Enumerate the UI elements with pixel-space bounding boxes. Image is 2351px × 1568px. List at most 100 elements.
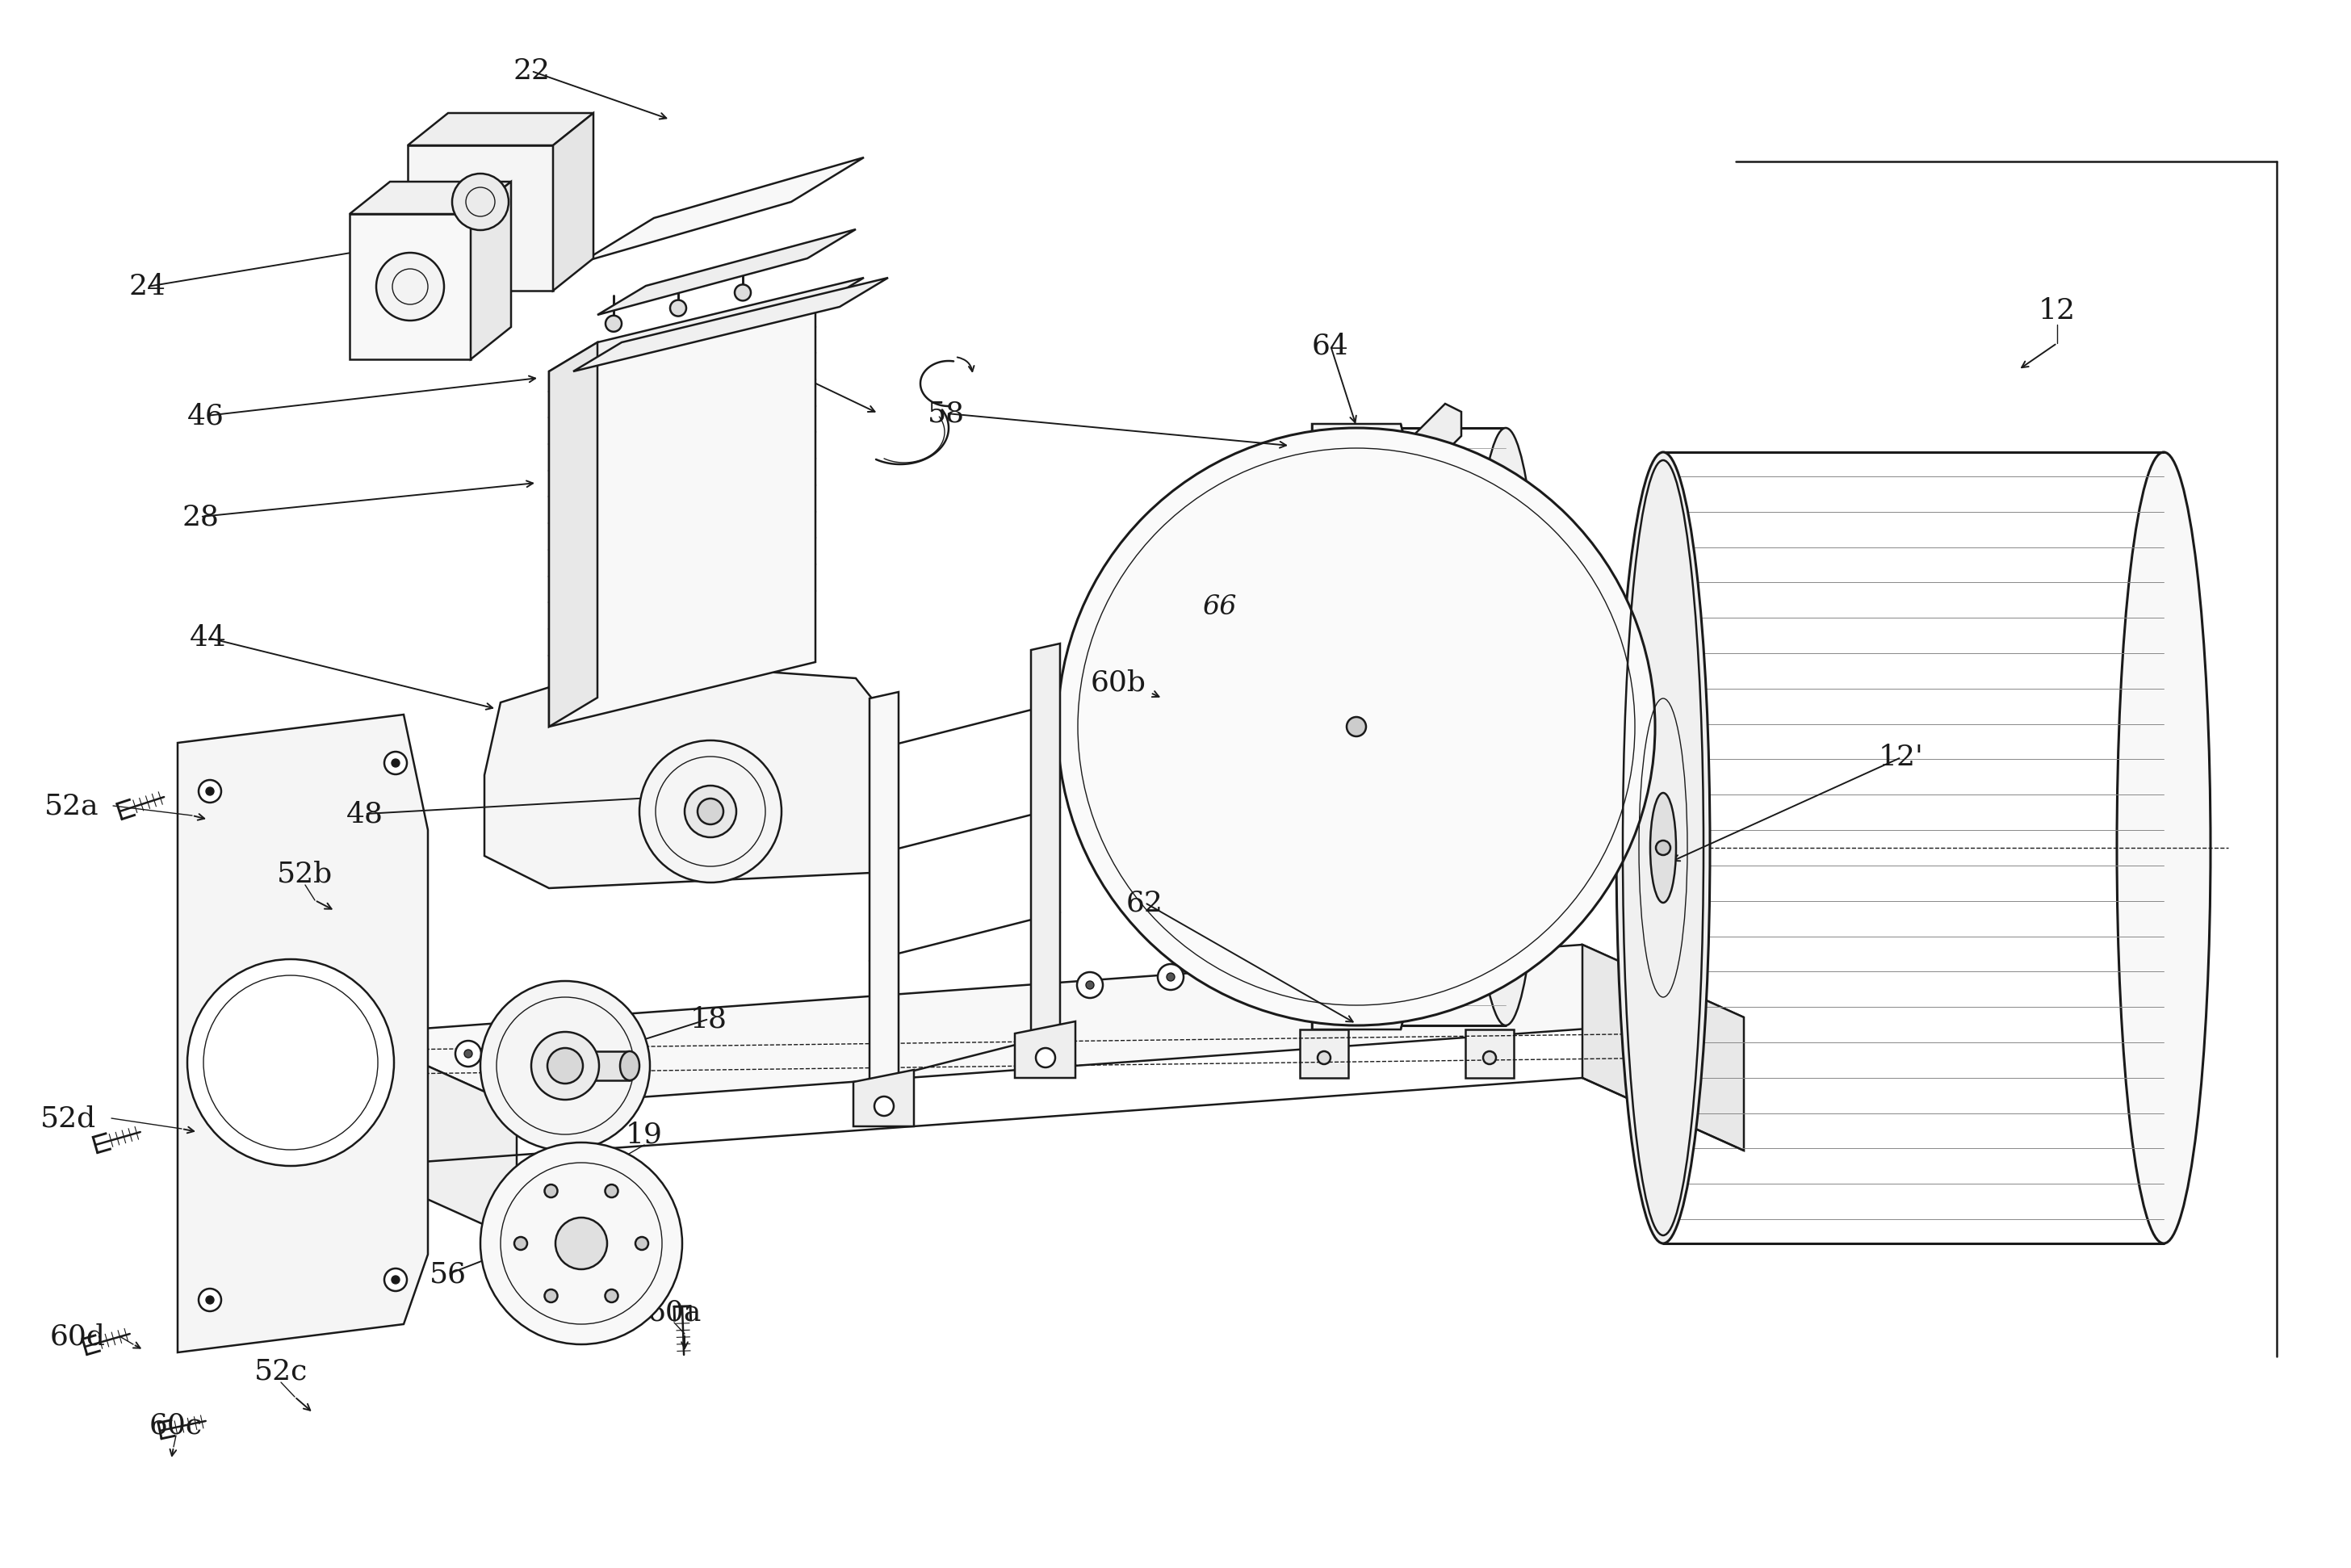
Circle shape — [639, 740, 781, 883]
Text: 28: 28 — [181, 503, 219, 530]
Polygon shape — [355, 944, 1744, 1105]
Ellipse shape — [2116, 452, 2210, 1243]
Polygon shape — [1582, 944, 1744, 1151]
Polygon shape — [550, 342, 597, 726]
Ellipse shape — [1650, 793, 1676, 903]
Polygon shape — [355, 1033, 517, 1239]
Polygon shape — [350, 182, 510, 213]
Text: 64: 64 — [1312, 332, 1349, 359]
Circle shape — [451, 174, 508, 230]
Circle shape — [207, 787, 214, 795]
Text: 22: 22 — [513, 58, 550, 85]
Ellipse shape — [1469, 428, 1542, 1025]
Polygon shape — [470, 182, 510, 359]
Circle shape — [1058, 428, 1655, 1025]
Circle shape — [604, 1289, 618, 1303]
Circle shape — [536, 1033, 562, 1058]
Circle shape — [670, 299, 686, 317]
Circle shape — [1077, 972, 1103, 997]
Polygon shape — [1300, 1030, 1347, 1077]
Circle shape — [875, 1096, 893, 1116]
Text: 66: 66 — [1201, 594, 1237, 619]
Circle shape — [684, 786, 736, 837]
Circle shape — [456, 1041, 482, 1066]
Circle shape — [207, 1295, 214, 1305]
Circle shape — [393, 1276, 400, 1284]
Ellipse shape — [621, 1051, 639, 1080]
Circle shape — [393, 759, 400, 767]
Polygon shape — [853, 1069, 915, 1126]
Circle shape — [463, 1049, 473, 1058]
Circle shape — [515, 1237, 527, 1250]
Polygon shape — [581, 157, 863, 262]
Polygon shape — [870, 691, 898, 1088]
Polygon shape — [179, 715, 428, 1353]
Polygon shape — [574, 278, 889, 372]
Polygon shape — [484, 662, 889, 887]
Circle shape — [1041, 784, 1058, 798]
Text: 19: 19 — [625, 1121, 663, 1148]
Text: 12': 12' — [1878, 743, 1923, 771]
Circle shape — [1041, 655, 1058, 670]
Polygon shape — [1465, 1030, 1514, 1077]
Polygon shape — [550, 1051, 630, 1080]
Circle shape — [1037, 1047, 1056, 1068]
Circle shape — [1157, 964, 1183, 989]
Circle shape — [607, 315, 621, 332]
Polygon shape — [1312, 423, 1413, 492]
Polygon shape — [407, 113, 592, 146]
Circle shape — [383, 751, 407, 775]
Circle shape — [635, 1237, 649, 1250]
Ellipse shape — [1319, 428, 1392, 1025]
Polygon shape — [1016, 1021, 1074, 1077]
Circle shape — [545, 1184, 557, 1198]
Circle shape — [604, 1184, 618, 1198]
Circle shape — [1086, 982, 1093, 989]
Text: 58: 58 — [929, 400, 964, 426]
Text: 60b: 60b — [1091, 668, 1145, 696]
Circle shape — [480, 982, 649, 1151]
Circle shape — [197, 779, 221, 803]
Circle shape — [1347, 717, 1366, 737]
Circle shape — [1483, 1051, 1495, 1065]
Text: 60a: 60a — [647, 1298, 701, 1327]
Text: 44: 44 — [190, 624, 226, 652]
Text: 60d: 60d — [49, 1322, 106, 1350]
Polygon shape — [1396, 403, 1462, 485]
Circle shape — [734, 284, 750, 301]
Text: 56: 56 — [430, 1261, 465, 1287]
Polygon shape — [552, 113, 592, 290]
Text: 52c: 52c — [254, 1358, 308, 1385]
Circle shape — [480, 1143, 682, 1344]
Circle shape — [197, 1289, 221, 1311]
Circle shape — [545, 1041, 552, 1049]
Circle shape — [1655, 840, 1672, 855]
Polygon shape — [407, 146, 552, 290]
Circle shape — [1166, 972, 1176, 982]
Circle shape — [383, 1269, 407, 1290]
Circle shape — [698, 798, 724, 825]
Text: 52b: 52b — [277, 859, 334, 887]
Text: 48: 48 — [346, 800, 383, 828]
Ellipse shape — [1617, 452, 1709, 1243]
Text: 18: 18 — [691, 1005, 726, 1033]
Circle shape — [531, 1032, 600, 1099]
Circle shape — [188, 960, 395, 1167]
Text: 52a: 52a — [45, 792, 99, 820]
Text: 62: 62 — [1126, 889, 1164, 916]
Polygon shape — [350, 213, 470, 359]
Text: 60c: 60c — [150, 1411, 202, 1439]
Circle shape — [1317, 1051, 1331, 1065]
Polygon shape — [1312, 961, 1413, 1030]
Circle shape — [548, 1047, 583, 1083]
Circle shape — [545, 1289, 557, 1303]
Circle shape — [376, 252, 444, 320]
Text: 52d: 52d — [40, 1104, 96, 1132]
Text: 30: 30 — [769, 356, 806, 384]
Text: 24: 24 — [129, 273, 165, 301]
Polygon shape — [597, 229, 856, 315]
Polygon shape — [1032, 643, 1060, 1040]
Polygon shape — [550, 307, 816, 726]
Text: 46: 46 — [188, 401, 223, 430]
Text: 12: 12 — [2038, 296, 2076, 325]
